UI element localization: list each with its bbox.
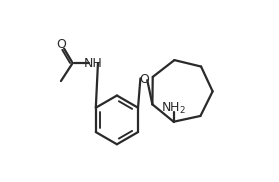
Text: NH$_2$: NH$_2$ <box>161 101 186 116</box>
Text: NH: NH <box>84 56 103 70</box>
Text: O: O <box>56 38 66 52</box>
Text: O: O <box>139 73 149 86</box>
